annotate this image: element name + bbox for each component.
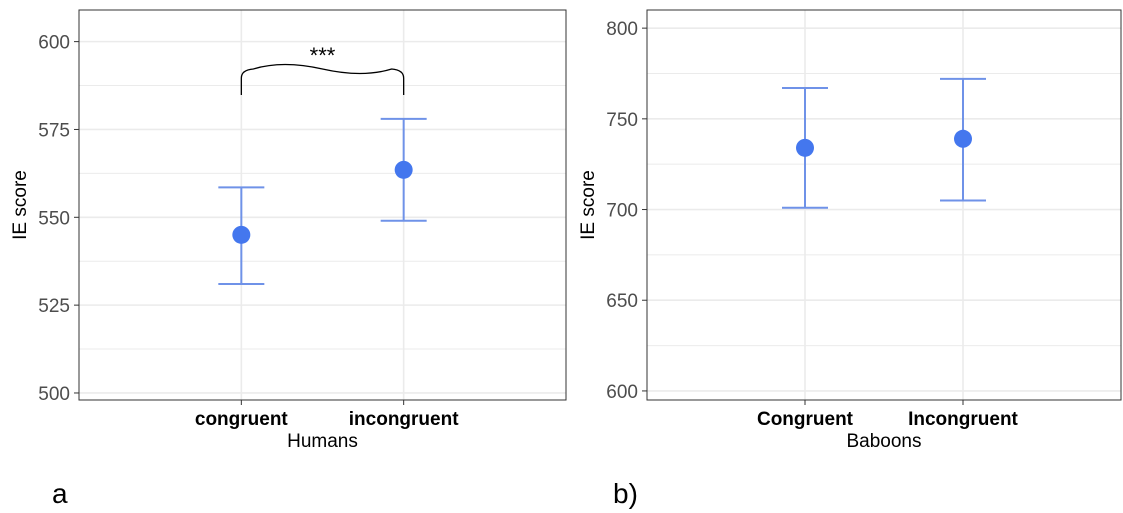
y-tick-label: 550 xyxy=(38,208,70,229)
x-axis-title: Baboons xyxy=(846,431,921,452)
mean-point-incongruent xyxy=(954,129,972,148)
y-tick-label: 650 xyxy=(606,291,638,312)
humans-ie-score-chart: 500 525 550 575 600 congruent incongruentHuman… xyxy=(10,9,567,452)
y-tick-label: 700 xyxy=(606,201,638,222)
y-tick-label: 525 xyxy=(38,296,70,317)
y-tick-label: 500 xyxy=(38,384,70,405)
y-axis-title: IE score xyxy=(578,170,599,240)
x-tick-label: congruent xyxy=(195,409,289,430)
significance-bracket xyxy=(240,63,405,95)
y-axis-title: IE score xyxy=(10,170,31,240)
mean-point-congruent xyxy=(232,225,251,244)
plot-border xyxy=(78,9,567,401)
y-tick-label: 750 xyxy=(606,110,638,131)
baboons-ie-score-chart: 600 650 700 750 800 Congruent IncongruentBaboo… xyxy=(578,9,1122,452)
y-tick-label: 800 xyxy=(606,19,638,40)
x-axis-title: Humans xyxy=(287,431,358,452)
panel-label-b: b) xyxy=(613,478,638,509)
y-tick-label: 575 xyxy=(38,120,70,141)
mean-point-incongruent xyxy=(394,160,413,179)
x-tick-label: Incongruent xyxy=(908,409,1018,430)
mean-point-congruent xyxy=(796,138,814,157)
significance-label: *** xyxy=(310,43,336,68)
panel-label-a: a xyxy=(52,478,68,509)
y-tick-label: 600 xyxy=(606,382,638,403)
x-tick-label: incongruent xyxy=(349,409,459,430)
plot-border xyxy=(646,9,1122,401)
x-tick-label: Congruent xyxy=(757,409,854,430)
y-tick-label: 600 xyxy=(38,33,70,54)
